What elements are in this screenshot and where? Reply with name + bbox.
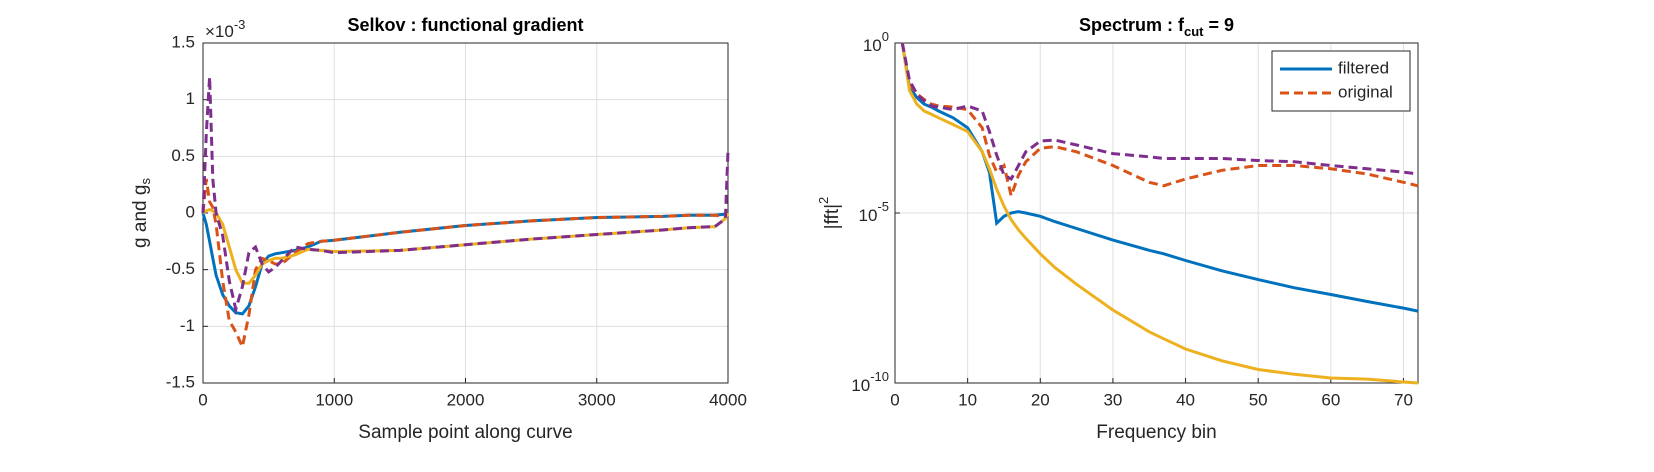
y-tick-label: 10-5 <box>859 199 889 225</box>
title-end: = 9 <box>1203 15 1234 35</box>
x-axis-label: Sample point along curve <box>358 422 572 443</box>
x-tick-label: 0 <box>198 390 207 409</box>
y-tick-label: 100 <box>863 29 889 55</box>
y-multiplier: ×10-3 <box>205 17 245 41</box>
x-tick-label: 10 <box>958 390 977 409</box>
tick-base: 10 <box>859 206 878 225</box>
tick-base: 10 <box>851 376 870 395</box>
series-line <box>202 208 730 285</box>
y-tick-label: 0 <box>186 202 195 221</box>
tick-exponent: -5 <box>877 199 889 214</box>
tick-base: 10 <box>863 36 882 55</box>
y-tick-label: -1.5 <box>166 372 195 391</box>
x-tick-label: 4000 <box>709 390 747 409</box>
title-sub: cut <box>1184 24 1204 39</box>
y-axis-label: g and gs <box>130 178 153 248</box>
y-label-text: |fft| <box>822 204 843 229</box>
y-tick-label: -1 <box>180 316 195 335</box>
x-tick-label: 40 <box>1176 390 1195 409</box>
x-axis-label: Frequency bin <box>1096 422 1216 443</box>
chart-title: Selkov : functional gradient <box>347 15 583 35</box>
legend-box <box>1271 50 1411 112</box>
chart-title: Spectrum : fcut = 9 <box>1079 15 1234 40</box>
y-tick-label: 10-10 <box>851 369 889 395</box>
y-label-sub: s <box>138 178 153 185</box>
series-line <box>201 76 730 316</box>
axes: 0 1000 2000 3000 4000 -1.5 -1 -0.5 0 0.5 1 1.5 Selko… <box>130 15 747 443</box>
y-axis-label: |fft|2 <box>816 197 843 230</box>
tick-exponent: -10 <box>870 369 889 384</box>
x-tick-label: 0 <box>890 390 899 409</box>
y-tick-label: -0.5 <box>166 259 195 278</box>
x-tick-label: 60 <box>1321 390 1340 409</box>
y-label-text: g and g <box>130 185 151 248</box>
y-tick-label: 1.5 <box>171 32 195 51</box>
y-tick-label: 1 <box>186 89 195 108</box>
y-label-sup: 2 <box>816 197 831 204</box>
x-tick-label: 1000 <box>315 390 353 409</box>
legend-label: original <box>1338 82 1393 101</box>
x-tick-label: 20 <box>1031 390 1050 409</box>
series-line <box>900 42 1419 313</box>
multiplier-exp: -3 <box>234 17 246 32</box>
x-tick-label: 2000 <box>447 390 485 409</box>
tick-exponent: 0 <box>882 29 889 44</box>
x-tick-label: 70 <box>1394 390 1413 409</box>
multiplier-base: ×10 <box>205 22 234 41</box>
x-tick-label: 30 <box>1103 390 1122 409</box>
series-line <box>900 42 1419 182</box>
legend: filtered original <box>1271 50 1411 112</box>
x-tick-label: 50 <box>1249 390 1268 409</box>
title-text: Spectrum : f <box>1079 15 1185 35</box>
y-tick-label: 0.5 <box>171 146 195 165</box>
series-line <box>900 42 1419 385</box>
axes-box <box>894 42 1419 384</box>
title-text: Selkov : functional gradient <box>347 15 583 35</box>
legend-label: filtered <box>1338 58 1389 77</box>
x-tick-label: 3000 <box>578 390 616 409</box>
